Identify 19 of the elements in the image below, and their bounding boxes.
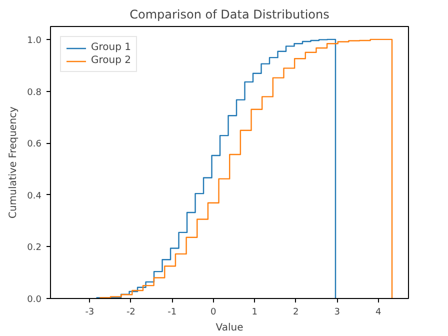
x-tick-label: 0 xyxy=(210,308,217,318)
legend-label: Group 1 xyxy=(91,42,131,53)
x-axis-title: Value xyxy=(216,322,244,334)
chart-title: Comparison of Data Distributions xyxy=(130,8,330,22)
x-tick-label: -3 xyxy=(85,308,94,318)
x-tick-label: -2 xyxy=(126,308,136,318)
legend-label: Group 2 xyxy=(91,55,131,66)
y-tick-label: 0.6 xyxy=(27,140,42,150)
y-tick-label: 0.4 xyxy=(27,191,42,202)
x-tick-label: 3 xyxy=(334,308,340,318)
y-tick-label: 0.0 xyxy=(27,295,42,305)
y-tick-label: 1.0 xyxy=(27,36,42,46)
y-tick-label: 0.8 xyxy=(27,88,42,98)
y-tick-label: 0.2 xyxy=(27,243,42,254)
x-tick-label: -1 xyxy=(168,308,177,318)
x-tick-label: 2 xyxy=(293,308,299,318)
x-tick-label: 4 xyxy=(376,308,382,318)
x-tick-label: 1 xyxy=(252,308,258,318)
y-axis-title: Cumulative Frequency xyxy=(8,106,20,218)
